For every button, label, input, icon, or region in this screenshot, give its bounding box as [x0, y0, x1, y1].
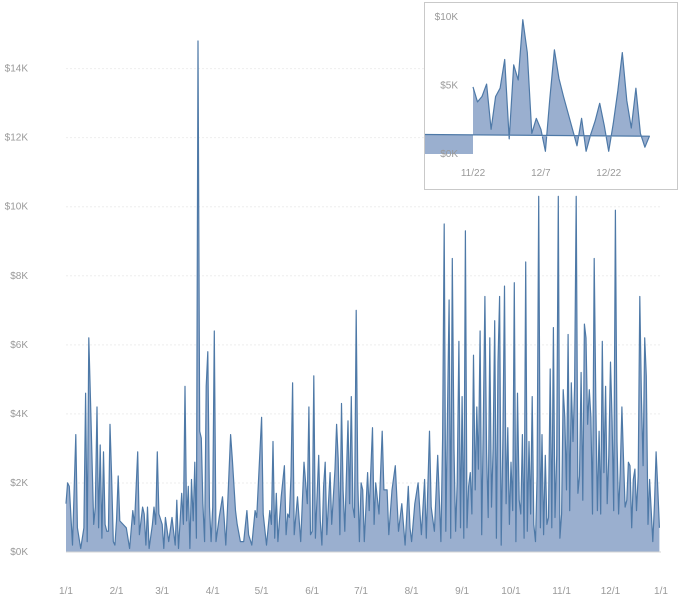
main-x-tick-label: 5/1	[255, 586, 269, 597]
inset-y-tick-label: $5K	[440, 81, 458, 92]
inset-series-line	[425, 19, 650, 152]
main-y-axis: $0K $2K $4K $6K $8K $10K $12K $14K	[5, 64, 29, 558]
main-x-tick-label: 1/1	[654, 586, 668, 597]
inset-x-tick-label: 12/7	[531, 168, 551, 179]
main-x-tick-label: 8/1	[405, 586, 419, 597]
main-x-tick-label: 11/1	[552, 586, 571, 597]
main-x-tick-label: 4/1	[206, 586, 220, 597]
inset-x-tick-label: 11/22	[461, 168, 486, 179]
inset-area-series	[425, 19, 650, 154]
main-x-tick-label: 12/1	[601, 586, 621, 597]
main-x-tick-label: 1/1	[59, 586, 73, 597]
inset-panel: $0K $5K $10K 11/22 12/7 12/22	[424, 2, 678, 190]
main-x-tick-label: 7/1	[354, 586, 368, 597]
main-y-tick-label: $4K	[10, 409, 28, 420]
main-series-line	[65, 40, 660, 550]
main-area-fill	[66, 41, 660, 552]
main-gridlines	[66, 68, 661, 484]
inset-x-axis: 11/22 12/7 12/22	[461, 168, 622, 179]
inset-y-tick-label: $0K	[440, 149, 458, 160]
main-area-series	[65, 40, 661, 553]
main-x-axis: 1/1 2/1 3/1 4/1 5/1 6/1 7/1 8/1 9/1 10/1 11/1 12/1 1…	[59, 586, 668, 597]
main-y-tick-label: $8K	[10, 271, 28, 282]
main-x-tick-label: 6/1	[305, 586, 319, 597]
inset-area-chart: $0K $5K $10K 11/22 12/7 12/22	[425, 12, 650, 179]
main-x-tick-label: 10/1	[501, 586, 521, 597]
main-x-tick-label: 2/1	[110, 586, 124, 597]
main-y-tick-label: $6K	[10, 340, 28, 351]
main-y-tick-label: $14K	[5, 64, 29, 75]
main-y-tick-label: $10K	[5, 202, 29, 213]
inset-y-axis: $0K $5K $10K	[435, 12, 459, 160]
inset-area-fill	[425, 19, 650, 154]
main-x-tick-label: 9/1	[455, 586, 469, 597]
main-y-tick-label: $2K	[10, 478, 28, 489]
main-y-tick-label: $0K	[10, 547, 28, 558]
main-y-tick-label: $12K	[5, 133, 29, 144]
main-x-tick-label: 3/1	[155, 586, 169, 597]
inset-x-tick-label: 12/22	[596, 168, 621, 179]
inset-y-tick-label: $10K	[435, 12, 459, 23]
